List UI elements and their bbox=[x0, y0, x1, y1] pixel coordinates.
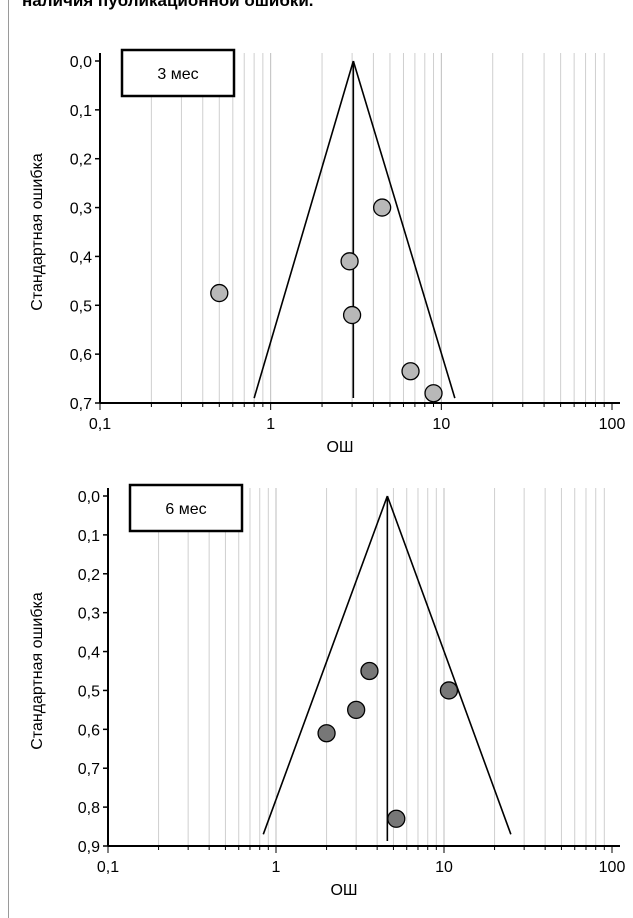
x-axis-title: ОШ bbox=[326, 439, 353, 456]
funnel-left-boundary bbox=[262, 495, 389, 835]
x-tick-label: 1 bbox=[272, 859, 281, 876]
funnel-right-boundary bbox=[386, 495, 512, 835]
x-tick-label: 10 bbox=[435, 859, 453, 876]
data-point bbox=[401, 362, 420, 381]
data-point bbox=[340, 252, 359, 271]
funnel-right-boundary bbox=[352, 60, 456, 399]
y-tick-label: 0,0 bbox=[70, 54, 92, 71]
panel-label: 3 мес bbox=[157, 66, 198, 83]
data-point bbox=[387, 809, 406, 828]
data-point bbox=[210, 283, 229, 303]
x-tick-label: 1 bbox=[266, 416, 275, 433]
y-tick-label: 0,1 bbox=[70, 103, 92, 120]
figure-caption: наличия публикационной ошибки. bbox=[22, 0, 314, 10]
data-point bbox=[342, 305, 362, 325]
left-margin-rule bbox=[8, 0, 9, 918]
x-tick-label: 100 bbox=[599, 416, 626, 433]
funnel-left-boundary bbox=[253, 60, 355, 399]
panel-label-box bbox=[128, 483, 244, 533]
data-point bbox=[347, 700, 366, 720]
y-axis-title: Стандартная ошибка bbox=[29, 592, 46, 750]
data-point bbox=[317, 724, 336, 743]
funnel-plot-6-months: 0,0 0,1 0,2 0,3 0,4 0,5 0,6 0,7 0,8 0,9 0,1 1 10 100 О… bbox=[29, 483, 626, 899]
y-tick-label: 0,7 bbox=[78, 761, 100, 778]
y-axis-title: Стандартная ошибка bbox=[29, 153, 46, 311]
y-tick-label: 0,8 bbox=[78, 800, 100, 817]
data-point bbox=[439, 681, 459, 700]
x-tick-label: 100 bbox=[599, 859, 626, 876]
x-tick-label: 10 bbox=[432, 416, 450, 433]
y-tick-label: 0,6 bbox=[78, 722, 100, 739]
data-point bbox=[360, 661, 379, 681]
y-tick-label: 0,1 bbox=[78, 528, 100, 545]
x-tick-label: 0,1 bbox=[97, 859, 119, 876]
y-tick-label: 0,6 bbox=[70, 347, 92, 364]
y-tick-label: 0,4 bbox=[70, 249, 92, 266]
y-tick-label: 0,4 bbox=[78, 645, 100, 662]
y-tick-label: 0,0 bbox=[78, 489, 100, 506]
data-point bbox=[372, 198, 392, 217]
x-axis-title: ОШ bbox=[330, 882, 357, 899]
y-tick-label: 0,2 bbox=[78, 567, 100, 584]
y-tick-label: 0,5 bbox=[70, 298, 92, 315]
y-tick-label: 0,3 bbox=[70, 201, 92, 218]
vertical-gridlines bbox=[150, 53, 605, 403]
panel-label-box bbox=[120, 48, 236, 98]
data-point bbox=[424, 384, 443, 403]
y-tick-label: 0,3 bbox=[78, 606, 100, 623]
vertical-gridlines bbox=[158, 488, 605, 846]
y-tick-label: 0,2 bbox=[70, 152, 92, 169]
funnel-plot-3-months: 0,0 0,1 0,2 0,3 0,4 0,5 0,6 0,7 0,1 1 10 100 ОШ Станд… bbox=[29, 48, 626, 456]
y-tick-label: 0,5 bbox=[78, 683, 100, 700]
y-tick-label: 0,7 bbox=[70, 396, 92, 413]
x-tick-label: 0,1 bbox=[89, 416, 111, 433]
panel-label: 6 мес bbox=[165, 501, 206, 518]
y-tick-label: 0,9 bbox=[78, 839, 100, 856]
